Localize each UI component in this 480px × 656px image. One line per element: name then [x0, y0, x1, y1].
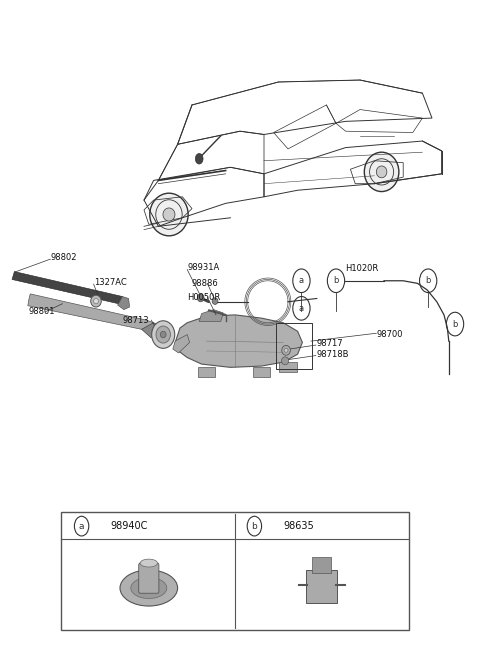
Ellipse shape	[163, 208, 175, 221]
Polygon shape	[198, 367, 215, 377]
Text: H1020R: H1020R	[346, 264, 379, 274]
Text: 98717: 98717	[317, 338, 343, 348]
Text: b: b	[452, 319, 458, 329]
Text: 98940C: 98940C	[110, 521, 148, 531]
Polygon shape	[142, 323, 166, 338]
Circle shape	[195, 154, 203, 164]
Ellipse shape	[131, 577, 167, 598]
Polygon shape	[253, 367, 270, 377]
Text: 98801: 98801	[29, 307, 55, 316]
Text: a: a	[79, 522, 84, 531]
Text: b: b	[333, 276, 339, 285]
Ellipse shape	[281, 357, 289, 365]
Polygon shape	[199, 310, 223, 321]
Polygon shape	[173, 335, 190, 353]
Ellipse shape	[91, 295, 101, 307]
Text: 98718B: 98718B	[317, 350, 349, 359]
Ellipse shape	[284, 348, 288, 352]
Text: 98931A: 98931A	[187, 263, 219, 272]
Text: 98635: 98635	[283, 521, 314, 531]
Text: a: a	[299, 304, 304, 313]
Text: b: b	[252, 522, 257, 531]
Text: H0050R: H0050R	[187, 293, 220, 302]
Polygon shape	[279, 362, 297, 372]
Text: 98713: 98713	[122, 316, 149, 325]
Ellipse shape	[282, 345, 290, 356]
Polygon shape	[175, 315, 302, 367]
Ellipse shape	[160, 331, 166, 338]
Ellipse shape	[150, 193, 188, 236]
FancyBboxPatch shape	[306, 569, 337, 603]
Polygon shape	[118, 297, 130, 310]
Ellipse shape	[197, 294, 204, 302]
Text: b: b	[425, 276, 431, 285]
FancyBboxPatch shape	[312, 557, 331, 573]
Ellipse shape	[376, 166, 387, 178]
Text: 98886: 98886	[192, 279, 219, 288]
Ellipse shape	[140, 559, 157, 567]
Ellipse shape	[364, 152, 399, 192]
Polygon shape	[12, 272, 122, 304]
Ellipse shape	[212, 298, 218, 304]
Ellipse shape	[94, 298, 98, 304]
Ellipse shape	[152, 321, 175, 348]
Text: 1327AC: 1327AC	[94, 277, 126, 287]
FancyBboxPatch shape	[139, 563, 159, 593]
Text: 98802: 98802	[50, 253, 77, 262]
Ellipse shape	[120, 570, 178, 606]
Ellipse shape	[156, 326, 170, 343]
Polygon shape	[28, 294, 156, 332]
Text: a: a	[299, 276, 304, 285]
Text: 98700: 98700	[377, 330, 403, 339]
